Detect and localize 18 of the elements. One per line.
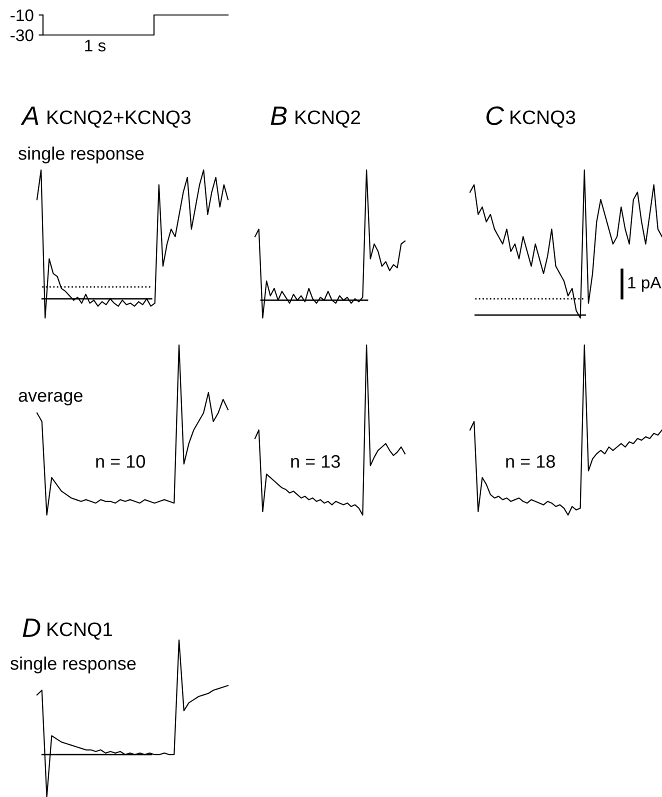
annotation: n = 13 xyxy=(291,455,340,468)
chart-title: C xyxy=(486,106,504,126)
chart-subtitle: KCNQ1 xyxy=(48,622,112,640)
text: single response xyxy=(18,146,144,164)
chart-title: D xyxy=(22,618,40,637)
chart-subtitle: KCNQ2 xyxy=(296,110,360,128)
annotation: 1 pA xyxy=(628,276,662,292)
annotation: single response xyxy=(10,656,136,674)
annotation: n = 18 xyxy=(506,455,555,468)
annotation: n = 10 xyxy=(96,455,145,468)
x-axis-title: 1 s xyxy=(85,40,106,52)
chart-subtitle: KCNQ3 xyxy=(510,110,576,128)
annotation: average xyxy=(18,392,82,406)
y-tick-label: -10 xyxy=(10,9,34,22)
y-tick-label: -30 xyxy=(10,29,34,42)
chart-title: A xyxy=(20,106,38,125)
chart-subtitle: KCNQ2+KCNQ3 xyxy=(48,110,190,128)
chart-title: B xyxy=(270,106,287,125)
